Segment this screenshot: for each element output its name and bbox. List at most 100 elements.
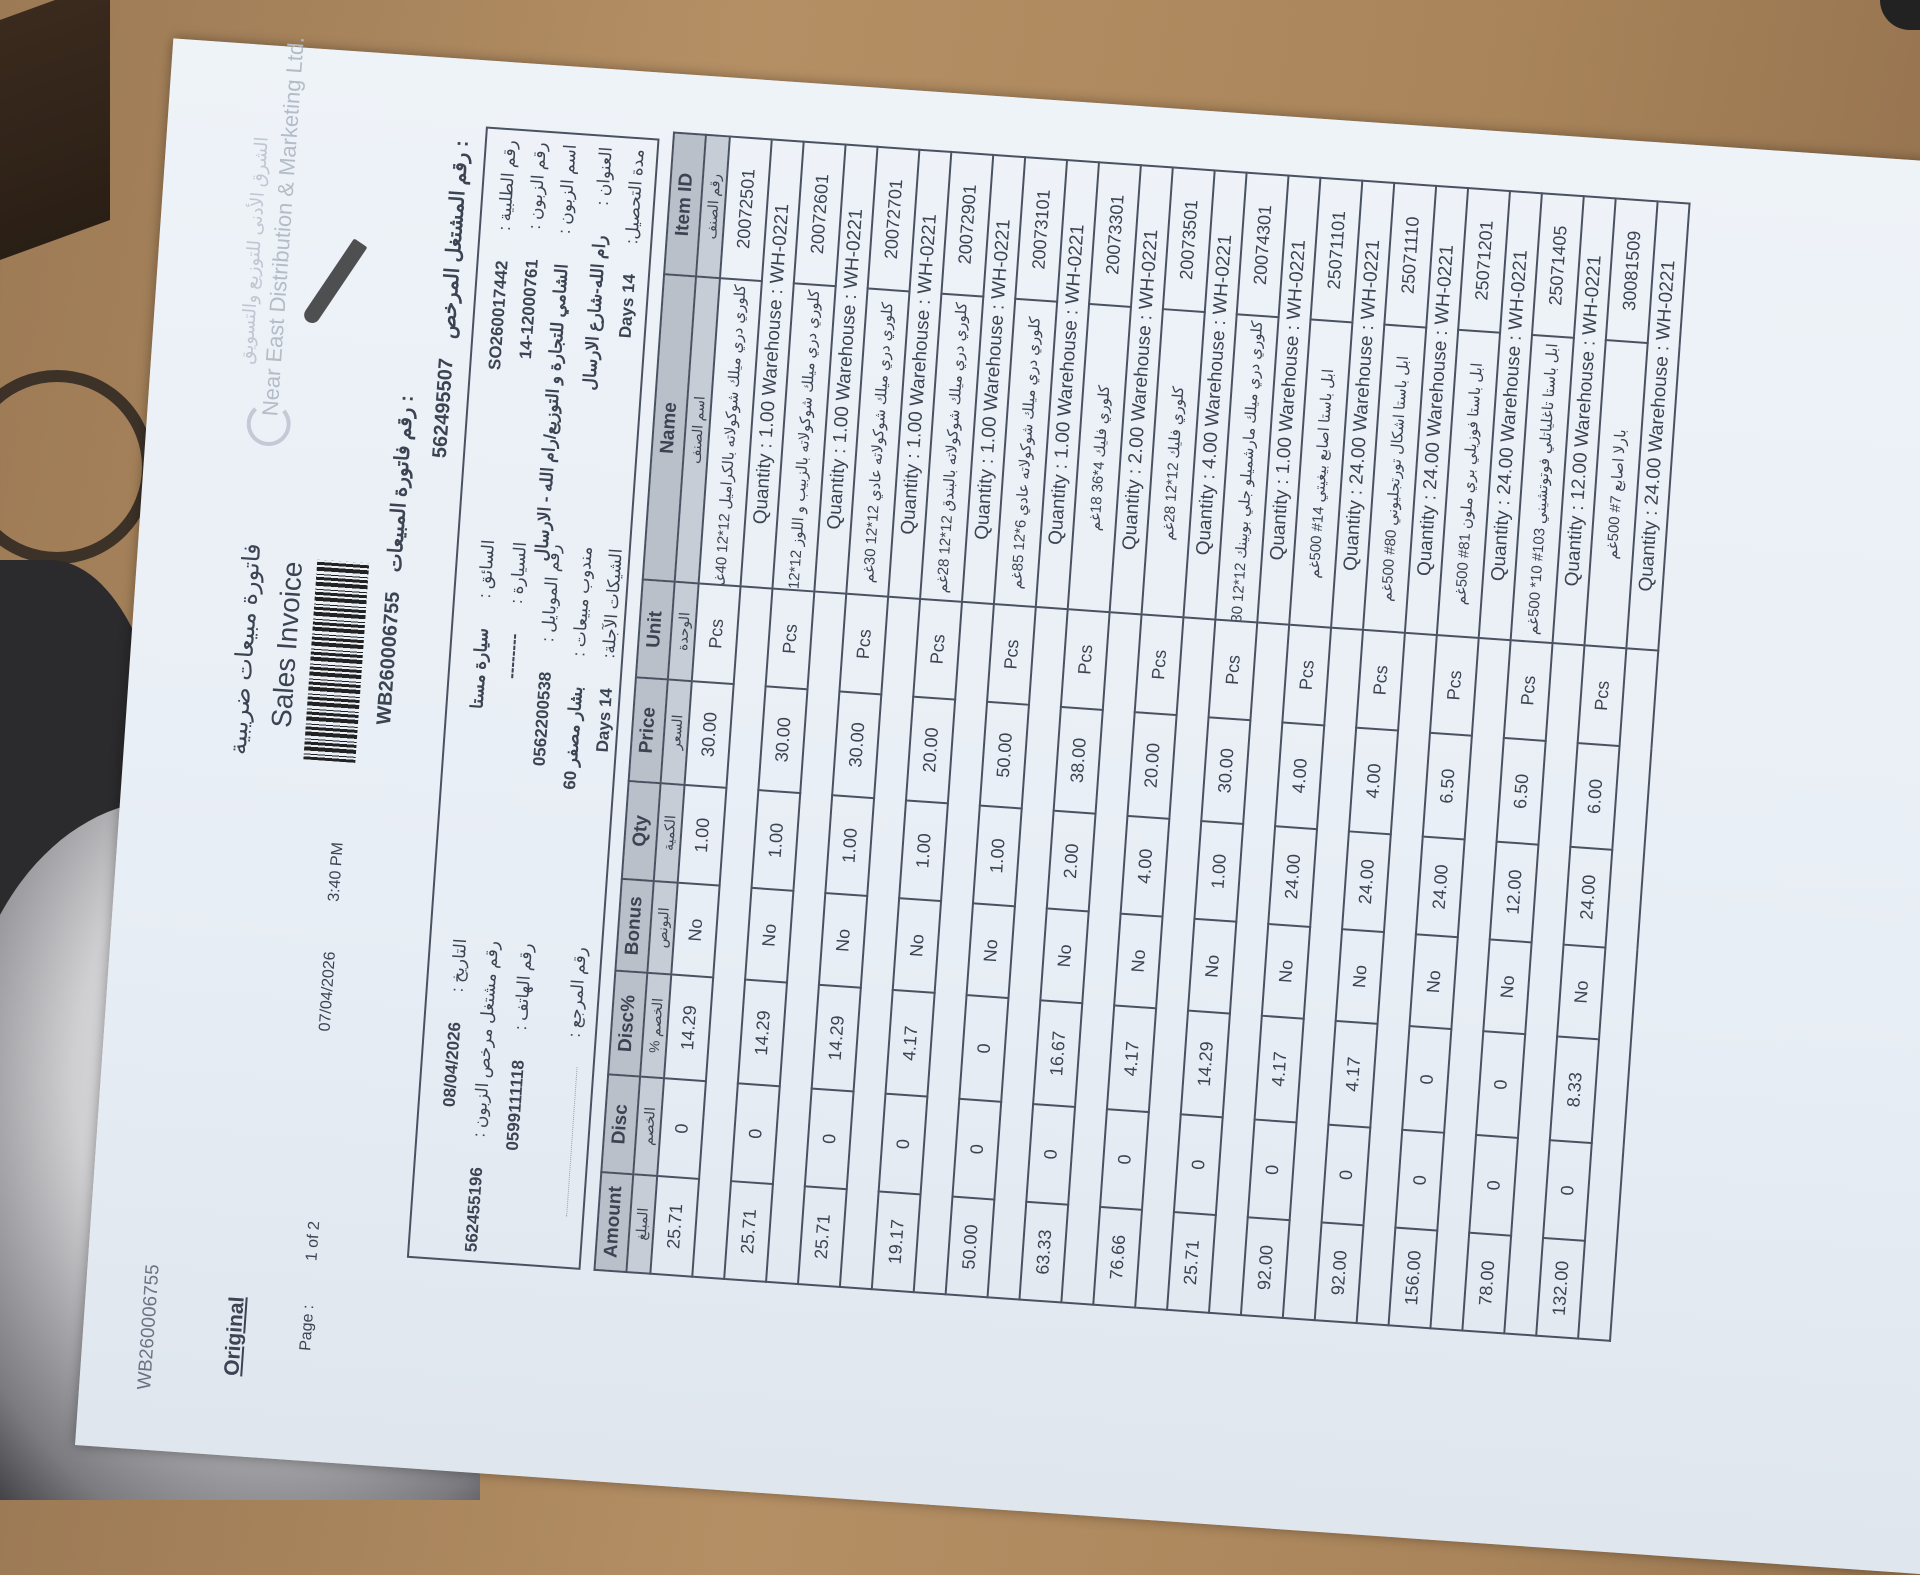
cell-qty: 4.00	[1120, 815, 1170, 917]
cell-disc-pct: 0	[1402, 1026, 1452, 1133]
cell-unit: Pcs	[1429, 635, 1479, 736]
cell-price: 4.00	[1275, 722, 1325, 830]
cell-amount: 78.00	[1462, 1232, 1512, 1334]
field-label: رقم المرجع :	[564, 946, 590, 1038]
field-left-3: رقم المرجع :	[552, 946, 591, 1218]
cell-amount: 19.17	[871, 1191, 921, 1293]
page-label: Page :	[297, 1304, 318, 1352]
cell-disc-pct: 14.29	[737, 979, 787, 1087]
field-value: 14 Days	[615, 273, 640, 339]
cell-amount: 132.00	[1536, 1237, 1585, 1339]
cell-price: 20.00	[905, 696, 956, 804]
field-right-3: العنوان : رام الله-شارع الارسال	[580, 146, 617, 391]
cell-disc-pct: 0	[1476, 1031, 1526, 1138]
cell-bonus: No	[818, 892, 868, 988]
field-value: --------	[501, 632, 524, 680]
cell-qty: 24.00	[1415, 836, 1465, 938]
cell-qty: 1.00	[825, 795, 875, 896]
licensed-dealer-label: رقم المشتغل المرخص :	[437, 139, 473, 340]
cell-disc: 0	[952, 1098, 1002, 1200]
cell-price: 4.00	[1348, 727, 1399, 835]
cell-disc: 0	[1026, 1104, 1076, 1205]
field-value: 562455196	[461, 1166, 487, 1253]
field-value: 08/04/2026	[439, 1021, 465, 1108]
cell-bonus: No	[1557, 944, 1606, 1040]
cell-disc: 0	[1395, 1129, 1445, 1231]
field-value: SO260017442	[485, 259, 512, 371]
cell-qty: 1.00	[972, 805, 1022, 907]
cell-amount: 92.00	[1314, 1222, 1364, 1324]
field-label: رقم الزبون :	[524, 141, 550, 230]
field-right-0: رقم الطلبية : SO260017442	[485, 140, 521, 371]
cell-unit: Pcs	[1282, 624, 1332, 726]
cell-unit: Pcs	[691, 583, 741, 685]
title-english: Sales Invoice	[265, 560, 309, 729]
cell-disc-pct: 4.17	[1106, 1005, 1157, 1113]
cell-disc-pct: 4.17	[1328, 1020, 1378, 1128]
field-label: الشيكات الآجلة:	[599, 547, 626, 659]
invoice-number-label: رقم فاتورة المبيعات :	[383, 394, 419, 573]
background-box	[0, 0, 110, 261]
cell-unit: Pcs	[1060, 609, 1110, 710]
field-left-0: التاريخ : 08/04/2026	[440, 938, 472, 1108]
cell-amount: 92.00	[1240, 1217, 1290, 1318]
cell-amount: 25.71	[1167, 1212, 1216, 1313]
field-label: العنوان :	[592, 146, 616, 207]
cell-price: 20.00	[1127, 712, 1177, 819]
field-middle-4: الشيكات الآجلة: 14 Days	[593, 548, 627, 753]
print-date: 07/04/2026	[316, 950, 340, 1033]
cell-disc-pct: 4.17	[885, 989, 935, 1097]
field-right-4: مدة التحصيل: 14 Days	[616, 148, 649, 338]
cell-amount: 50.00	[945, 1196, 995, 1298]
cell-qty: 24.00	[1563, 846, 1613, 948]
cell-disc: 0	[1173, 1114, 1223, 1216]
cell-qty: 12.00	[1489, 841, 1539, 943]
cell-disc: 0	[804, 1088, 854, 1190]
field-value: 14 Days	[592, 687, 617, 753]
cell-disc-pct: 8.33	[1549, 1036, 1600, 1144]
cell-disc-pct: 0	[959, 995, 1009, 1102]
background-corner	[1880, 0, 1920, 30]
cell-disc-pct: 16.67	[1033, 1000, 1083, 1107]
copy-label: Original	[220, 1295, 249, 1377]
cell-unit: Pcs	[765, 588, 815, 690]
cell-qty: 1.00	[677, 784, 727, 886]
cell-amount: 76.66	[1093, 1206, 1143, 1308]
field-middle-1: السيارة : --------	[502, 541, 532, 679]
cell-bonus: No	[966, 903, 1015, 999]
field-value: رام الله-شارع الارسال	[579, 234, 610, 392]
field-label: مدة التحصيل:	[622, 148, 648, 245]
field-value: 0599111118	[502, 1059, 528, 1152]
cell-qty: 1.00	[1194, 821, 1244, 922]
cell-disc-pct: 4.17	[1254, 1015, 1304, 1123]
cell-disc: 0	[878, 1093, 928, 1195]
cell-qty: 1.00	[751, 790, 801, 891]
cell-amount: 25.71	[797, 1186, 847, 1287]
cell-unit: Pcs	[913, 598, 962, 700]
field-middle-3: مندوب مبيعات : بشار مصفر 60	[560, 546, 597, 791]
cell-price: 30.00	[1201, 717, 1251, 824]
cell-bonus: No	[745, 887, 794, 983]
cell-disc-pct: 14.29	[811, 984, 861, 1092]
cell-bonus: No	[1188, 918, 1237, 1014]
cell-unit: Pcs	[1356, 629, 1405, 731]
invoice-number: WB260006755 رقم فاتورة المبيعات :	[371, 394, 419, 725]
field-middle-2: رقم الموبايل :0562200538	[530, 544, 565, 767]
cell-price: 6.50	[1422, 732, 1472, 840]
field-value: سيارة مستا	[467, 627, 492, 710]
cell-disc: 0	[1543, 1140, 1592, 1241]
title-arabic: فاتورة مبيعات ضريبية	[224, 542, 267, 756]
cell-bonus: No	[1483, 939, 1532, 1035]
cell-bonus: No	[1335, 929, 1384, 1024]
cell-disc: 0	[731, 1083, 780, 1185]
cell-price: 50.00	[979, 701, 1029, 809]
field-value: 12000761-14	[515, 258, 542, 360]
cell-qty: 2.00	[1046, 810, 1096, 912]
cell-disc-pct: 14.29	[664, 974, 714, 1082]
field-label: مندوب مبيعات :	[569, 545, 596, 658]
print-time: 3:40 PM	[325, 841, 347, 903]
field-value	[563, 1067, 582, 1068]
items-table: Amount Disc Disc% Bonus Qty Price Unit Name Item…	[593, 132, 1690, 1342]
field-label: التاريخ :	[447, 938, 471, 993]
cell-unit: Pcs	[1208, 619, 1258, 721]
